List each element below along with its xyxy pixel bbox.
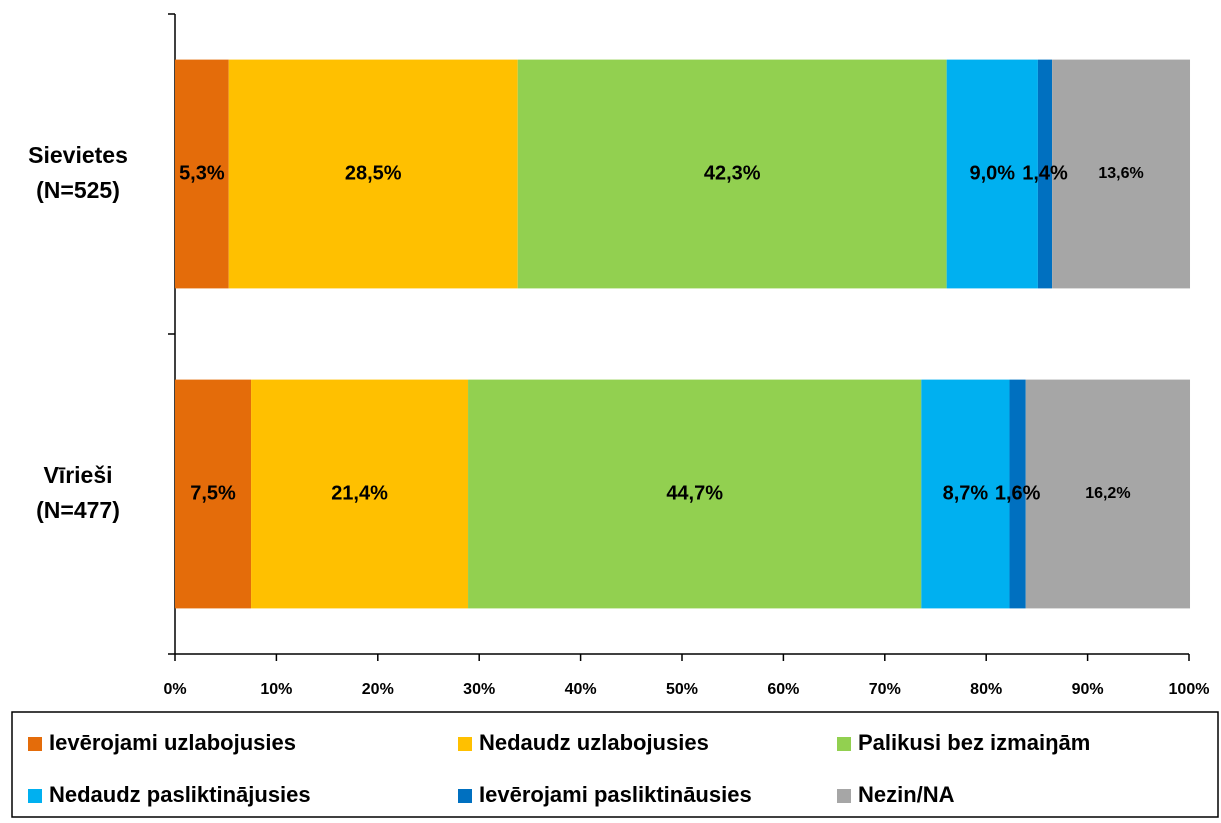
x-tick-label: 40% bbox=[565, 681, 597, 698]
x-tick-label: 60% bbox=[767, 681, 799, 698]
legend-label: Ievērojami uzlabojusies bbox=[49, 730, 296, 755]
legend-label: Nedaudz pasliktinājusies bbox=[49, 782, 311, 807]
data-label: 42,3% bbox=[704, 162, 761, 184]
data-label: 8,7% bbox=[943, 482, 989, 504]
data-label: 13,6% bbox=[1098, 165, 1143, 182]
x-tick-label: 30% bbox=[463, 681, 495, 698]
category-line: Vīrieši bbox=[43, 462, 112, 488]
data-label: 1,4% bbox=[1022, 162, 1068, 184]
x-tick-label: 100% bbox=[1169, 681, 1210, 698]
bar-segment bbox=[1009, 379, 1026, 609]
legend-swatch bbox=[28, 737, 42, 751]
legend-box bbox=[11, 711, 1219, 818]
x-tick-label: 50% bbox=[666, 681, 698, 698]
bar-segment bbox=[228, 59, 518, 289]
x-tick-label: 10% bbox=[260, 681, 292, 698]
category-label: Sievietes (N=525) bbox=[28, 142, 128, 203]
legend-label: Nezin/NA bbox=[858, 782, 955, 807]
x-tick-label: 20% bbox=[362, 681, 394, 698]
bar-segment bbox=[175, 379, 252, 609]
legend-label: Ievērojami pasliktināusies bbox=[479, 782, 752, 807]
data-label: 16,2% bbox=[1085, 485, 1130, 502]
data-label: 21,4% bbox=[331, 482, 388, 504]
legend-swatch bbox=[458, 737, 472, 751]
data-label: 5,3% bbox=[179, 162, 225, 184]
category-line: Sievietes bbox=[28, 142, 128, 168]
category-line: (N=477) bbox=[36, 497, 120, 523]
data-label: 7,5% bbox=[190, 482, 236, 504]
legend-label: Palikusi bez izmaiŋām bbox=[858, 730, 1090, 755]
x-tick-label: 80% bbox=[970, 681, 1002, 698]
bar-segment bbox=[1025, 379, 1191, 609]
legend-swatch bbox=[837, 789, 851, 803]
bar-segment bbox=[946, 59, 1038, 289]
category-line: (N=525) bbox=[36, 177, 120, 203]
data-label: 44,7% bbox=[666, 482, 723, 504]
bar-segment bbox=[517, 59, 947, 289]
legend-swatch bbox=[837, 737, 851, 751]
data-label: 1,6% bbox=[995, 482, 1041, 504]
bar-segment bbox=[251, 379, 469, 609]
x-tick-label: 70% bbox=[869, 681, 901, 698]
bar-segment bbox=[1052, 59, 1191, 289]
data-label: 28,5% bbox=[345, 162, 402, 184]
legend-swatch bbox=[28, 789, 42, 803]
bar-segment bbox=[468, 379, 922, 609]
legend-label: Nedaudz uzlabojusies bbox=[479, 730, 709, 755]
x-tick-label: 0% bbox=[163, 681, 186, 698]
x-tick-label: 90% bbox=[1072, 681, 1104, 698]
bar-segment bbox=[921, 379, 1010, 609]
data-label: 9,0% bbox=[969, 162, 1015, 184]
bar-segment bbox=[175, 59, 229, 289]
category-label: Vīrieši (N=477) bbox=[36, 462, 120, 523]
bar-segment bbox=[1037, 59, 1053, 289]
legend-swatch bbox=[458, 789, 472, 803]
